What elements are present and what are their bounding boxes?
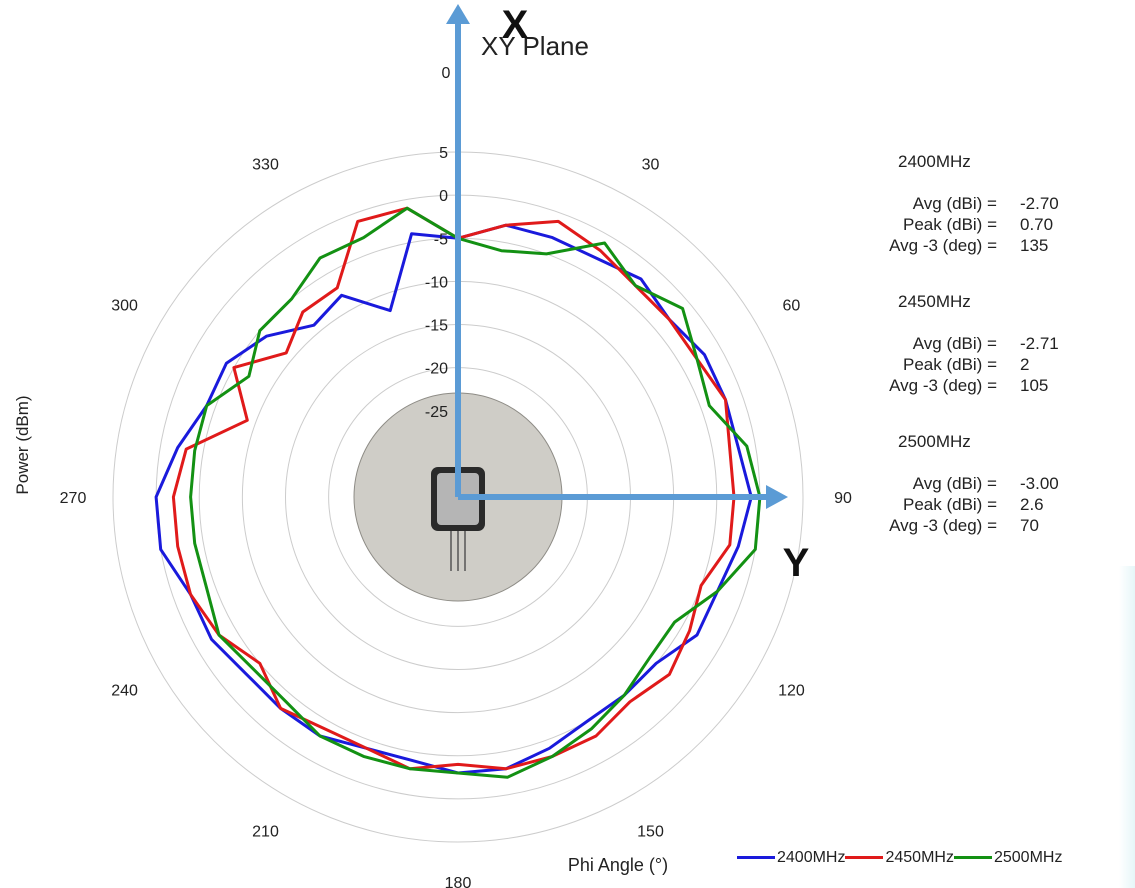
- stats-label: Peak (dBi) =: [902, 355, 997, 374]
- legend-label: 2400MHz: [777, 848, 846, 866]
- legend-swatch: [737, 856, 775, 859]
- angle-tick-label: 120: [778, 683, 805, 700]
- legend-label: 2500MHz: [993, 848, 1063, 866]
- radial-tick-label: -15: [425, 318, 448, 335]
- x-axis-marker: X: [502, 3, 529, 47]
- angle-tick-label: 330: [252, 157, 279, 174]
- angle-tick-label: 240: [111, 683, 138, 700]
- y-axis-arrowhead: [766, 485, 788, 509]
- stats-heading: 2450MHz: [898, 292, 971, 311]
- chart-title: XY Plane: [481, 31, 589, 61]
- stats-heading: 2400MHz: [898, 152, 971, 171]
- stats-label: Avg -3 (deg) =: [889, 376, 997, 395]
- legend-swatch: [953, 856, 992, 859]
- angle-tick-label: 210: [252, 823, 279, 840]
- legend-item: 2400MHz: [737, 849, 845, 867]
- stats-value: -2.71: [1020, 334, 1059, 353]
- stats-value: -3.00: [1020, 474, 1059, 493]
- stats-label: Peak (dBi) =: [902, 215, 997, 234]
- x-axis-arrowhead: [446, 4, 470, 24]
- stats-label: Avg (dBi) =: [912, 474, 997, 493]
- series-line-2500MHz: [189, 206, 762, 779]
- radial-tick-label: 5: [439, 145, 448, 162]
- series-lines: [154, 206, 762, 779]
- radial-tick-label: -10: [425, 274, 448, 291]
- stats-label: Avg (dBi) =: [912, 334, 997, 353]
- radial-tick-label: -25: [425, 404, 448, 421]
- stats-label: Avg -3 (deg) =: [889, 516, 997, 535]
- angle-tick-labels: 30 60 90 120 150 180 210 240 270 300 330: [60, 157, 852, 888]
- angle-tick-label: 0: [442, 65, 451, 82]
- legend: 2400MHz 2450MHz 2500MHz: [737, 846, 1062, 870]
- stats-value: 0.70: [1020, 215, 1054, 234]
- stats-value: 105: [1020, 376, 1049, 395]
- legend-swatch: [845, 856, 884, 859]
- stats-value: -2.70: [1020, 194, 1059, 213]
- radial-tick-label: 0: [439, 188, 448, 205]
- angle-tick-label: 300: [111, 298, 138, 315]
- angle-tick-label: 180: [445, 875, 472, 888]
- legend-item: 2500MHz: [953, 848, 1063, 867]
- stats-value: 70: [1020, 516, 1039, 535]
- y-axis-marker: Y: [783, 541, 810, 585]
- x-axis-label: Phi Angle (°): [568, 855, 668, 875]
- y-axis-label: Power (dBm): [13, 395, 32, 494]
- angle-tick-label: 270: [60, 490, 87, 507]
- radial-tick-labels: 5 0 -5 -10 -15 -20 -25 0: [425, 65, 451, 421]
- axis-arrows: [446, 4, 788, 509]
- stats-label: Avg -3 (deg) =: [889, 236, 997, 255]
- stats-heading: 2500MHz: [898, 432, 971, 451]
- radial-tick-label: -5: [434, 231, 448, 248]
- radial-tick-label: -20: [425, 361, 448, 378]
- angle-tick-label: 90: [834, 490, 852, 507]
- legend-item: 2450MHz: [845, 848, 954, 867]
- legend-label: 2450MHz: [885, 848, 954, 866]
- angle-tick-label: 150: [637, 823, 664, 840]
- stats-value: 2: [1020, 355, 1030, 374]
- stats-label: Avg (dBi) =: [912, 194, 997, 213]
- stats-label: Peak (dBi) =: [902, 495, 997, 514]
- stats-value: 2.6: [1020, 495, 1044, 514]
- angle-tick-label: 30: [642, 157, 660, 174]
- side-decoration: [1119, 566, 1135, 888]
- stats-value: 135: [1020, 236, 1049, 255]
- angle-tick-label: 60: [783, 298, 801, 315]
